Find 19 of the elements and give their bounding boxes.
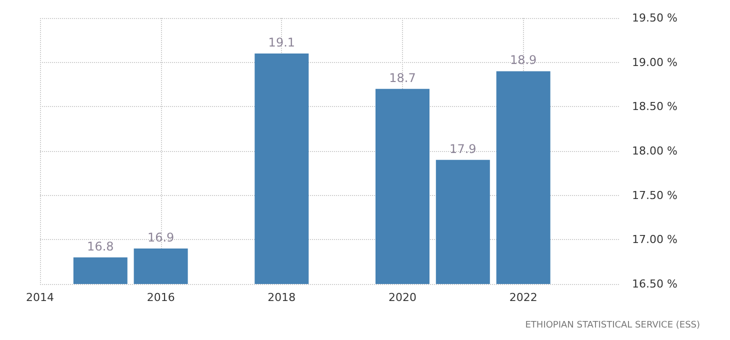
data-label: 18.9 (510, 53, 537, 68)
y-tick-label: 16.50 % (632, 278, 678, 290)
data-label: 19.1 (268, 35, 296, 50)
y-tick-label: 18.00 % (632, 144, 678, 158)
y-tick-label: 19.00 % (632, 56, 678, 69)
x-tick-label: 2022 (509, 291, 538, 304)
data-label: 17.9 (450, 142, 476, 156)
data-label: 16.8 (87, 239, 114, 254)
x-tick-label: 2018 (268, 291, 296, 304)
y-tick-label: 17.00 % (632, 233, 678, 246)
x-tick-label: 2014 (26, 291, 54, 304)
y-tick-label: 19.50 % (632, 12, 678, 24)
y-tick-label: 18.50 % (632, 100, 678, 114)
x-tick-label: 2016 (146, 291, 175, 304)
data-label: 18.7 (389, 70, 416, 85)
y-tick-label: 17.50 % (632, 188, 678, 202)
x-tick-label: 2020 (388, 291, 416, 304)
data-label: 16.9 (147, 230, 174, 245)
text: ETHIOPIAN STATISTICAL SERVICE (ESS) (525, 320, 700, 330)
